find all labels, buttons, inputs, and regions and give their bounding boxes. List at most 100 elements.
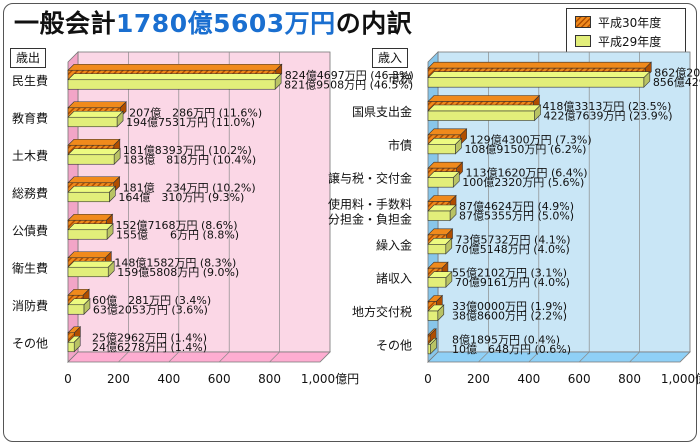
rev-bar-h29 bbox=[427, 110, 535, 121]
rev-category-label: 繰入金 bbox=[376, 237, 412, 252]
exp-gridline-floor bbox=[319, 351, 331, 363]
title-prefix: 一般会計 bbox=[14, 9, 117, 38]
rev-bar-h29-value-label: 87億5355万円 (5.0%) bbox=[459, 210, 574, 223]
exp-bar-h30-value-label: 824億4697万円 (46.3%) bbox=[285, 69, 414, 82]
rev-bar-h30-value-label: 8億1895万円 (0.4%) bbox=[452, 333, 560, 346]
rev-gridline-floor bbox=[528, 351, 540, 363]
rev-tick-label: 1,000億円 bbox=[661, 372, 700, 386]
exp-bar-h29-top bbox=[67, 223, 114, 231]
rev-bar-h29-value-label: 422億7639万円 (23.9%) bbox=[544, 110, 673, 123]
rev-category-label: 分担金・負担金 bbox=[328, 212, 412, 227]
rev-bar-h30-value-label: 33億0000万円 (1.9%) bbox=[452, 300, 567, 313]
rev-bar-h29 bbox=[427, 177, 454, 188]
exp-bar-h29-value-label: 821億9508万円 (46.5%) bbox=[284, 78, 413, 91]
exp-bar-h29 bbox=[67, 191, 110, 203]
exp-category-label: その他 bbox=[12, 336, 48, 350]
exp-bar-h30-value-label: 148億1582万円 (8.3%) bbox=[114, 256, 236, 269]
rev-bar-h29-value-label: 38億8600万円 (2.2%) bbox=[452, 310, 567, 323]
rev-bar-h29 bbox=[427, 144, 456, 155]
exp-bar-h30-top bbox=[67, 176, 121, 184]
exp-side-floor bbox=[67, 51, 79, 363]
title-amount: 1780億5603万円 bbox=[116, 9, 336, 38]
exp-bar-h30-value-label: 181億 234万円 (10.2%) bbox=[123, 181, 256, 194]
legend-item-h30: 平成30年度 bbox=[575, 14, 661, 30]
rev-category-label: 諸収入 bbox=[376, 271, 412, 286]
chart-title: 一般会計1780億5603万円の内訳 bbox=[14, 6, 412, 42]
rev-category-label: 譲与税・交付金 bbox=[328, 171, 412, 186]
rev-bar-h29 bbox=[427, 277, 447, 288]
exp-bar-h29-value-label: 164億 310万円 (9.3%) bbox=[118, 191, 244, 204]
rev-bar-h30-value-label: 418億3313万円 (23.5%) bbox=[542, 100, 671, 113]
rev-category-label: 地方交付税 bbox=[352, 304, 412, 319]
rev-bar-h29-value-label: 856億4291万円 (48.5%) bbox=[653, 76, 700, 89]
exp-category-label: 衛生費 bbox=[12, 260, 48, 275]
rev-bar-h29-value-label: 10億 648万円 (0.6%) bbox=[452, 343, 571, 356]
exp-bar-h30-top bbox=[67, 138, 121, 146]
rev-gridline-floor bbox=[578, 351, 590, 363]
rev-bar-h29 bbox=[427, 210, 451, 221]
rev-bar-h29-top bbox=[427, 104, 542, 112]
legend-label-h29: 平成29年度 bbox=[598, 34, 662, 49]
rev-bar-h30-top bbox=[427, 128, 468, 136]
exp-tick-label: 400 bbox=[157, 372, 180, 386]
panel-label-expenditure: 歳出 bbox=[10, 48, 47, 68]
exp-bar-h29 bbox=[67, 229, 108, 240]
rev-gridline-floor bbox=[478, 351, 489, 363]
rev-bar-h30-top bbox=[427, 61, 652, 69]
rev-category-label: 市債 bbox=[388, 137, 412, 152]
rev-bar-h30-top bbox=[427, 95, 541, 102]
exp-bar-h29 bbox=[67, 266, 109, 278]
rev-bar-h29-top bbox=[427, 71, 651, 78]
exp-category-label: 教育費 bbox=[12, 110, 48, 125]
exp-category-label: 総務費 bbox=[12, 185, 48, 200]
legend: 平成30年度 平成29年度 bbox=[566, 8, 686, 54]
exp-bar-h29-top bbox=[67, 110, 124, 118]
exp-category-label: 公債費 bbox=[12, 223, 48, 238]
rev-category-label: 国県支出金 bbox=[352, 104, 412, 119]
rev-bar-h29-value-label: 100億2320万円 (5.6%) bbox=[462, 176, 584, 189]
rev-bar-h29 bbox=[427, 244, 447, 255]
rev-bar-h29-value-label: 70億5148万円 (4.0%) bbox=[455, 243, 570, 256]
exp-bar-h30-value-label: 25億2962万円 (1.4%) bbox=[92, 331, 207, 344]
exp-gridline-floor bbox=[168, 351, 180, 363]
rev-gridline-floor bbox=[629, 351, 640, 363]
legend-label-h30: 平成30年度 bbox=[598, 15, 662, 30]
rev-category-label: 使用料・手数料 bbox=[328, 197, 412, 212]
exp-tick-label: 0 bbox=[64, 372, 72, 386]
exp-tick-label: 600 bbox=[208, 372, 231, 386]
exp-bar-h29 bbox=[67, 154, 115, 165]
exp-bar-h29-top bbox=[67, 185, 117, 193]
exp-category-label: 消防費 bbox=[12, 298, 48, 313]
exp-bar-h30-value-label: 60億 281万円 (3.4%) bbox=[92, 294, 211, 307]
exp-bar-h29 bbox=[67, 79, 276, 90]
rev-bar-h29 bbox=[427, 310, 439, 321]
exp-bar-h29 bbox=[67, 116, 118, 128]
rev-category-label: 市税 bbox=[388, 71, 412, 86]
exp-gridline-floor bbox=[118, 351, 129, 363]
rev-bar-h30-value-label: 129億4300万円 (7.3%) bbox=[470, 133, 592, 146]
exp-gridline-floor bbox=[218, 351, 230, 363]
rev-bar-h29 bbox=[427, 77, 645, 88]
rev-tick-label: 200 bbox=[467, 372, 490, 386]
exp-bar-h29-top bbox=[67, 260, 115, 268]
exp-bar-h29 bbox=[67, 304, 85, 315]
exp-bar-h29-value-label: 183億 818万円 (10.4%) bbox=[123, 153, 256, 166]
rev-bar-h30-value-label: 862億2017万円 (48.4%) bbox=[654, 67, 700, 80]
exp-bar-h30-value-label: 181億8393万円 (10.2%) bbox=[123, 144, 252, 157]
exp-tick-label: 200 bbox=[107, 372, 130, 386]
rev-bar-h29-value-label: 108億9150万円 (6.2%) bbox=[464, 143, 586, 156]
exp-bar-h30-top bbox=[67, 63, 283, 71]
exp-bar-h29 bbox=[67, 341, 75, 353]
rev-gridline-floor bbox=[679, 351, 691, 363]
exp-bar-h30-top bbox=[67, 101, 127, 109]
exp-bar-h29-top bbox=[67, 73, 282, 81]
rev-tick-label: 600 bbox=[568, 372, 591, 386]
rev-bar-h30-value-label: 55億2102万円 (3.1%) bbox=[452, 267, 567, 280]
exp-category-label: 民生費 bbox=[12, 73, 48, 88]
exp-gridline-floor bbox=[269, 351, 280, 363]
exp-bar-h30-top bbox=[67, 251, 113, 259]
exp-bar-h29-value-label: 155億 6万円 (8.8%) bbox=[116, 228, 239, 241]
exp-bar-h29-value-label: 63億2053万円 (3.6%) bbox=[93, 303, 208, 316]
rev-bar-h30-value-label: 73億5732万円 (4.1%) bbox=[456, 233, 571, 246]
exp-bar-h29-value-label: 194億7531万円 (11.0%) bbox=[126, 116, 255, 129]
